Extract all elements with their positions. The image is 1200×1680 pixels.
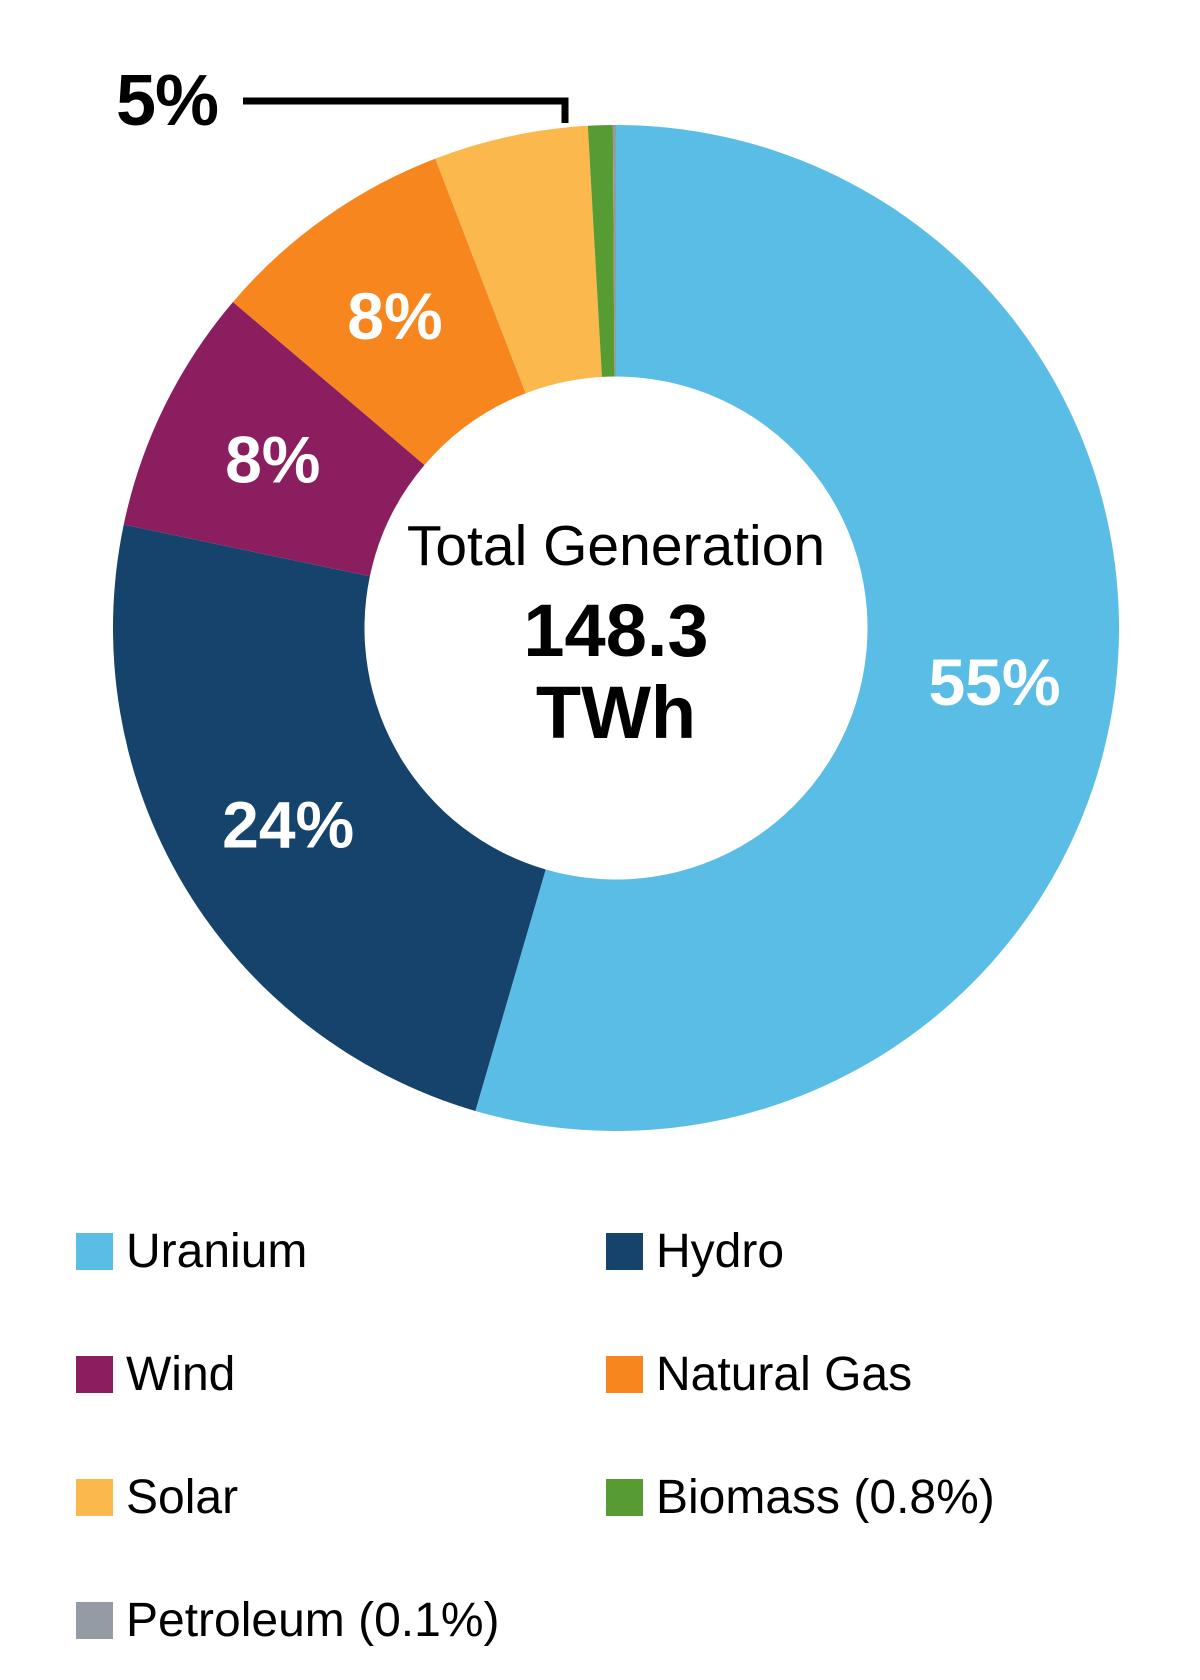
- solar-callout-leader-line: [243, 97, 569, 123]
- donut-center-label: Total Generation 148.3 TWh: [336, 514, 896, 755]
- center-label-value: 148.3: [523, 588, 709, 672]
- legend-item-uranium: Uranium: [76, 1225, 606, 1278]
- legend-label: Uranium: [126, 1224, 308, 1278]
- legend-swatch-solar: [76, 1478, 113, 1516]
- legend-swatch-biomass-0-8: [606, 1478, 643, 1516]
- legend-item-biomass-0-8: Biomass (0.8%): [606, 1471, 1136, 1524]
- slice-label-natural-gas: 8%: [347, 279, 442, 353]
- slice-wind: [123, 301, 425, 577]
- slice-biomass: [587, 125, 615, 377]
- legend-swatch-wind: [76, 1355, 113, 1393]
- legend-label: Biomass (0.8%): [656, 1470, 995, 1524]
- legend-item-solar: Solar: [76, 1471, 606, 1524]
- center-label-unit: TWh: [535, 671, 697, 755]
- slice-solar: [435, 125, 602, 394]
- legend-swatch-hydro: [606, 1232, 643, 1270]
- legend-label: Petroleum (0.1%): [126, 1593, 500, 1647]
- legend-item-hydro: Hydro: [606, 1225, 1136, 1278]
- legend-item-petroleum-0-1: Petroleum (0.1%): [76, 1594, 606, 1647]
- center-label-title: Total Generation: [406, 514, 826, 578]
- legend-item-natural-gas: Natural Gas: [606, 1348, 1136, 1401]
- legend: Uranium Hydro Wind Natural Gas Solar Biomass …: [76, 1225, 1156, 1647]
- slice-label-hydro: 24%: [222, 788, 354, 862]
- slice-hydro: [112, 524, 546, 1111]
- solar-callout-label: 5%: [116, 61, 219, 141]
- legend-item-wind: Wind: [76, 1348, 606, 1401]
- slice-label-uranium: 55%: [928, 645, 1060, 719]
- slice-petroleum: [612, 125, 616, 377]
- slice-label-wind: 8%: [225, 423, 320, 497]
- slice-uranium: [475, 125, 1120, 1132]
- legend-label: Natural Gas: [656, 1347, 913, 1401]
- legend-label: Hydro: [656, 1224, 785, 1278]
- legend-swatch-natural-gas: [606, 1355, 643, 1393]
- legend-swatch-uranium: [76, 1232, 113, 1270]
- slice-natural-gas: [232, 158, 526, 465]
- legend-swatch-petroleum-0-1: [76, 1601, 113, 1639]
- legend-label: Solar: [126, 1470, 239, 1524]
- legend-label: Wind: [126, 1347, 236, 1401]
